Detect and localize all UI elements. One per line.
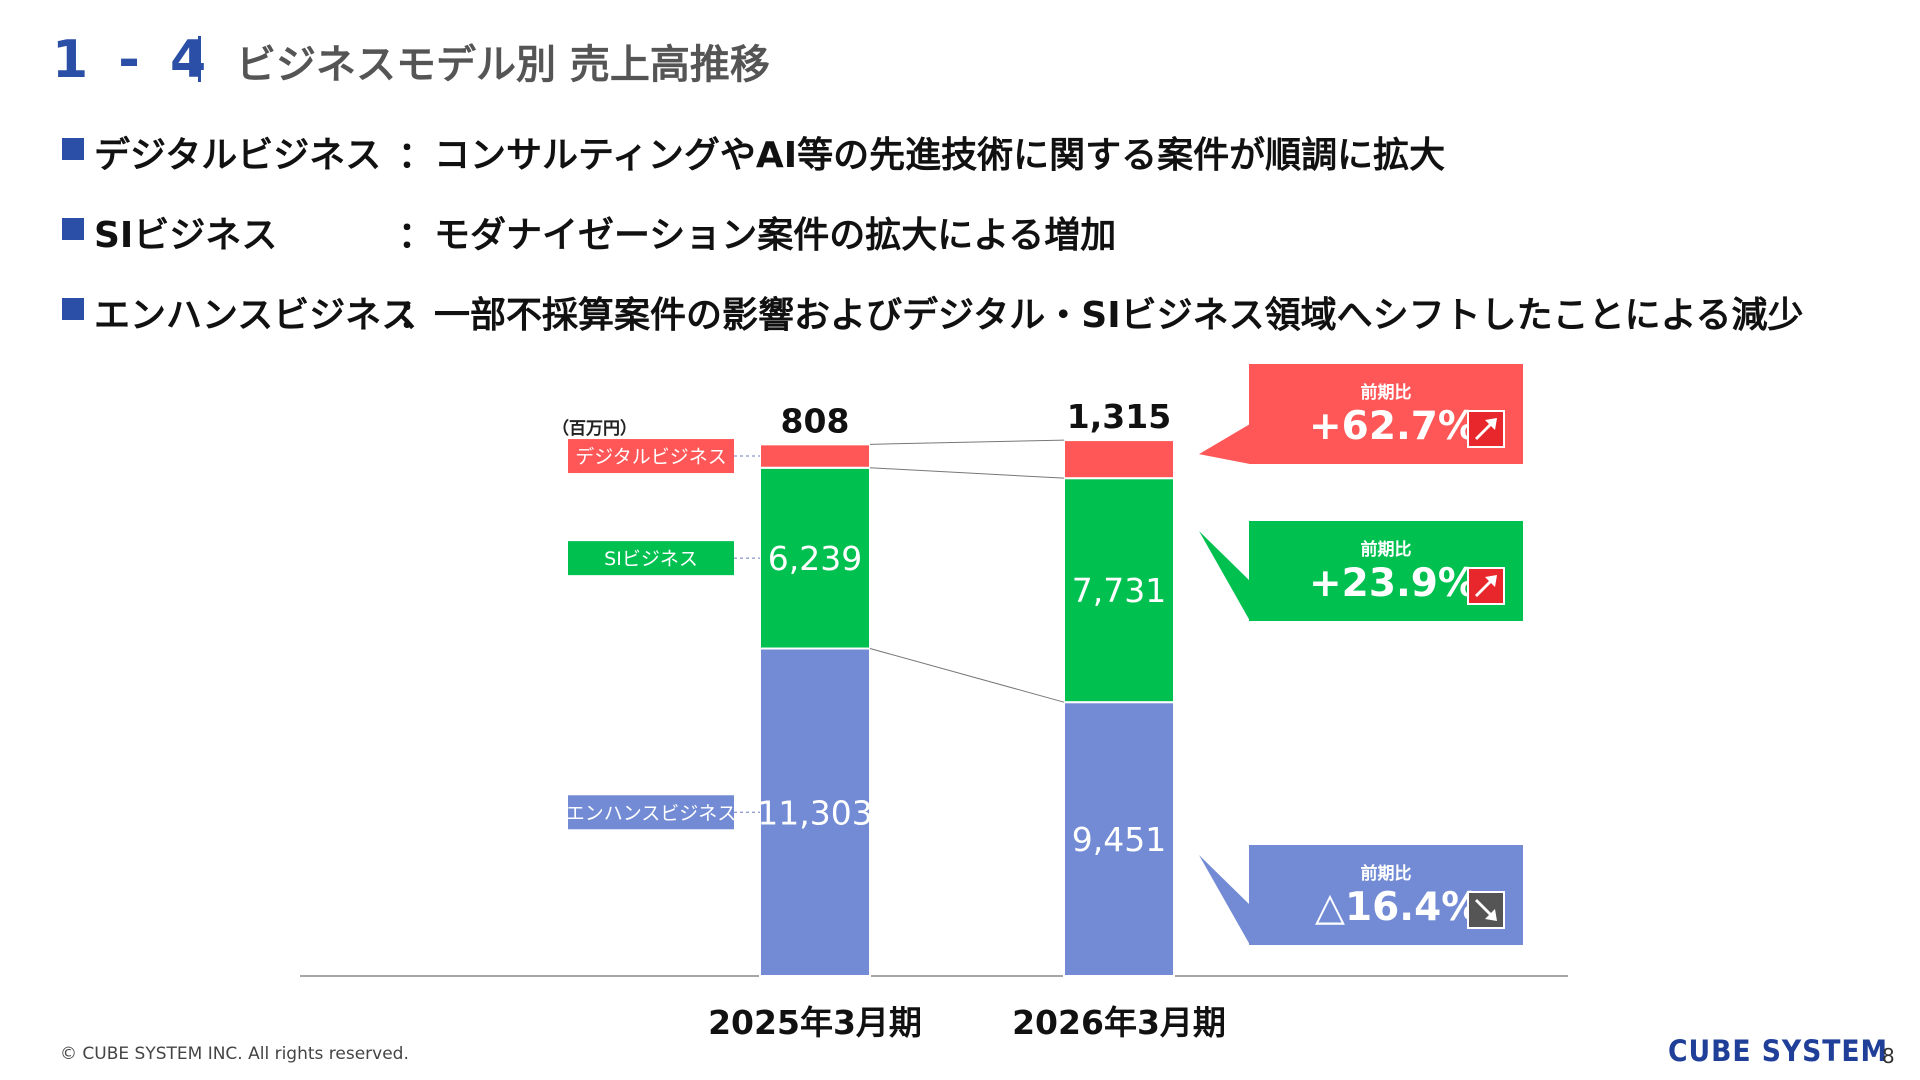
bullet-name: デジタルビジネス [94, 135, 382, 176]
data-label: 808 [781, 401, 850, 440]
title-divider [198, 36, 201, 82]
callout-digital: 前期比 +62.7% [1249, 364, 1523, 464]
connector-line [869, 467, 1065, 479]
arrow-up-right-icon [1467, 410, 1505, 448]
bullet-desc: ：モダナイゼーション案件の拡大による増加 [398, 215, 1117, 256]
legend-label: エンハンスビジネス [566, 802, 737, 824]
connector-line [869, 648, 1065, 703]
bullet-square-icon [62, 298, 84, 320]
arrow-down-right-icon [1467, 891, 1505, 929]
bar-segment [1063, 439, 1175, 480]
bullet-name: SIビジネス [94, 215, 278, 256]
category-label: 2025年3月期 [708, 1003, 922, 1042]
data-label: 11,303 [757, 793, 872, 832]
bullet-desc: ：一部不採算案件の影響およびデジタル・SIビジネス領域へシフトしたことによる減少 [398, 295, 1804, 336]
company-logo: CUBE SYSTEM [1668, 1034, 1888, 1068]
callout-head: 前期比 [1360, 540, 1412, 560]
data-label: 1,315 [1067, 397, 1171, 436]
category-label: 2026年3月期 [1012, 1003, 1226, 1042]
callout-head: 前期比 [1360, 864, 1412, 884]
page-title: ビジネスモデル別 売上高推移 [236, 42, 770, 88]
legend-tag [568, 439, 734, 474]
data-label: 9,451 [1072, 820, 1166, 859]
bar-segment [1063, 701, 1175, 978]
callout-pointer [1199, 424, 1250, 464]
bullet-square-icon [62, 138, 84, 160]
legend-label: デジタルビジネス [575, 446, 727, 468]
callout-value: △16.4% [1315, 885, 1481, 930]
legend-label: SIビジネス [604, 548, 698, 570]
callout-value: +62.7% [1309, 404, 1477, 449]
bar-segment [759, 443, 871, 469]
bar-segment [1063, 477, 1175, 704]
data-label: 7,731 [1072, 571, 1166, 610]
page-number: 8 [1882, 1044, 1895, 1068]
callout-pointer [1199, 855, 1250, 945]
bar-segment [759, 647, 871, 977]
unit-label: （百万円） [552, 419, 637, 439]
bullet-desc: ：コンサルティングやAI等の先進技術に関する案件が順調に拡大 [398, 135, 1446, 176]
section-number: 1 - 4 [52, 30, 213, 90]
callout-head: 前期比 [1360, 383, 1412, 403]
data-label: 6,239 [768, 539, 862, 578]
connector-line [869, 439, 1065, 445]
callout-pointer [1199, 531, 1250, 621]
bar-segment [759, 466, 871, 650]
callout-enhance: 前期比 △16.4% [1249, 845, 1523, 945]
legend-tag [568, 541, 734, 576]
legend-tag [568, 795, 734, 830]
bullet-name: エンハンスビジネス [94, 295, 418, 336]
callout-si: 前期比 +23.9% [1249, 521, 1523, 621]
callout-value: +23.9% [1309, 561, 1477, 606]
copyright: © CUBE SYSTEM INC. All rights reserved. [60, 1044, 409, 1064]
bullet-square-icon [62, 218, 84, 240]
arrow-up-right-icon [1467, 567, 1505, 605]
